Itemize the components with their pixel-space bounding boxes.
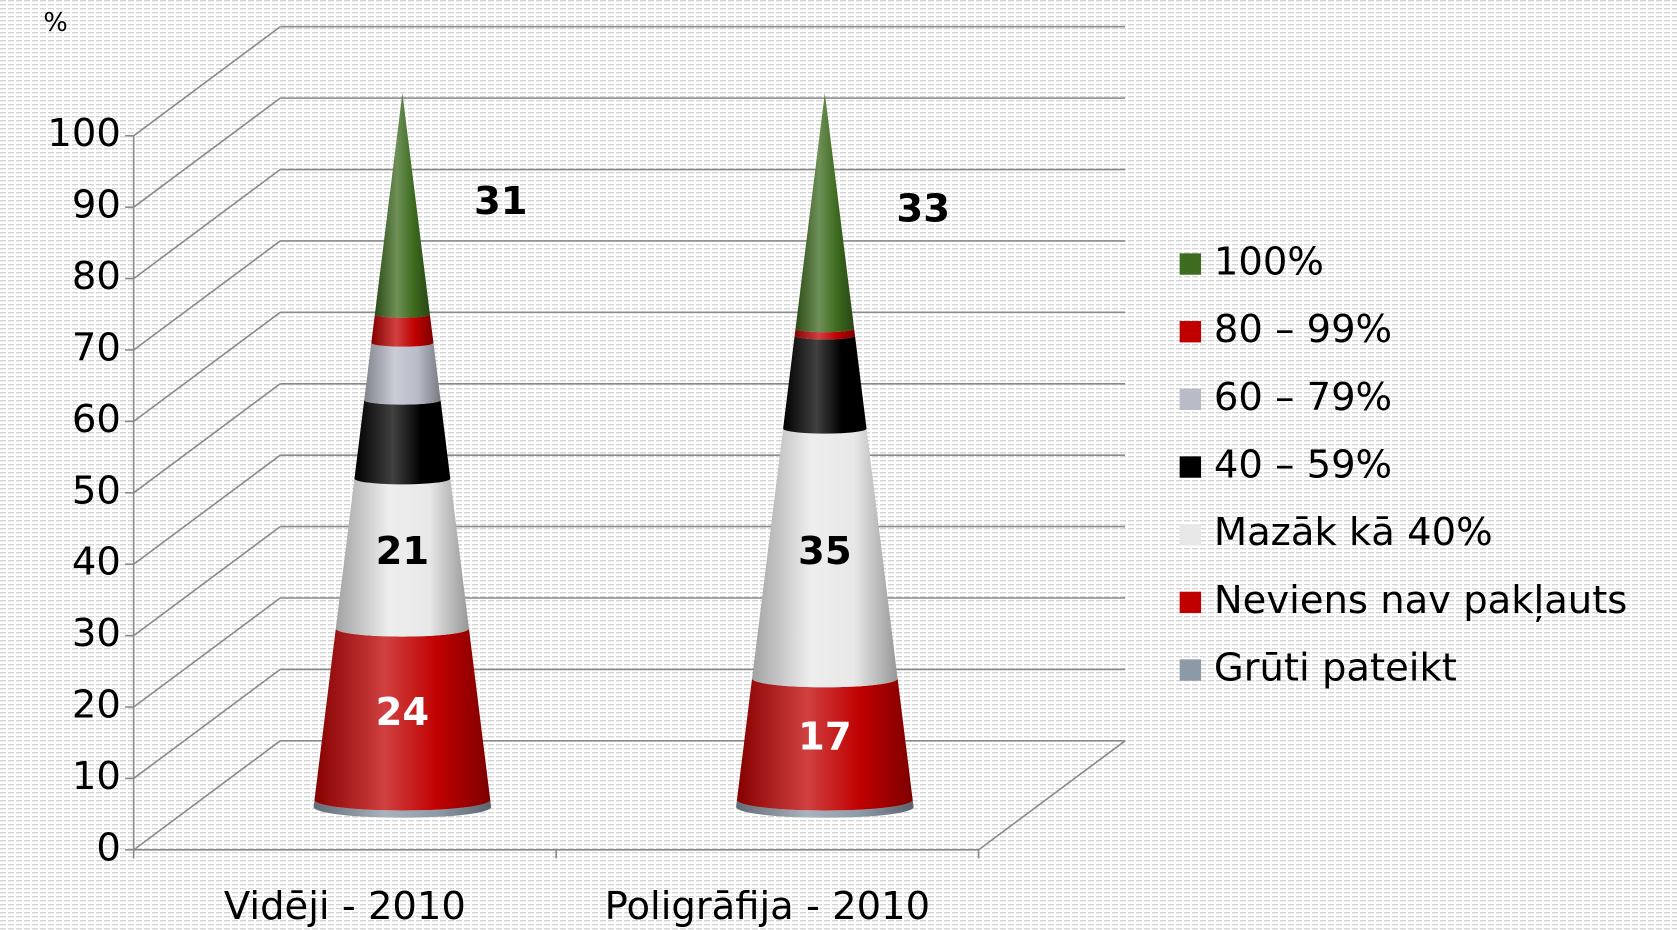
grid-line-side <box>133 525 281 637</box>
y-tick-label: 20 <box>72 683 121 728</box>
grid-line-side <box>133 668 281 780</box>
data-label: 21 <box>376 529 430 574</box>
data-label: 35 <box>798 529 852 574</box>
legend-swatch <box>1179 524 1202 546</box>
cone-segment <box>736 799 914 818</box>
data-label: 17 <box>798 715 852 760</box>
data-label: 31 <box>474 179 528 224</box>
y-tick-label: 70 <box>72 325 121 370</box>
x-tick-label: Poligrāfija - 2010 <box>605 884 930 929</box>
cone-segment <box>783 335 867 434</box>
legend-swatch <box>1179 659 1202 681</box>
cone-segment <box>314 628 491 811</box>
floor-edge <box>978 740 1126 851</box>
legend-swatch <box>1179 456 1202 478</box>
legend-label: Grūti pateikt <box>1214 646 1457 691</box>
cone-segment <box>364 342 441 405</box>
cone-segment <box>335 478 469 637</box>
legend-swatch <box>1179 321 1202 343</box>
plot: % 0 10 20 30 40 50 60 70 80 90 100 Vidēji - 2010 24 2… <box>43 8 1627 929</box>
grid-line-side <box>133 740 281 851</box>
x-tick-label: Vidēji - 2010 <box>224 884 466 929</box>
cone-segment <box>752 428 898 688</box>
grid-line-side <box>133 168 281 280</box>
data-label: 24 <box>376 690 430 735</box>
cone-segment <box>313 799 492 818</box>
legend-swatch <box>1179 253 1202 275</box>
grid-line-side <box>133 597 281 708</box>
legend-label: 60 – 79% <box>1214 375 1392 420</box>
legend-swatch <box>1179 591 1202 614</box>
y-axis-unit: % <box>43 8 67 38</box>
data-label: 33 <box>896 186 950 231</box>
legend-swatch <box>1179 388 1202 411</box>
y-tick-label: 90 <box>72 183 121 228</box>
cone-segment <box>371 314 434 347</box>
grid-line-side <box>133 240 281 351</box>
y-tick-label: 30 <box>72 611 121 656</box>
cone-segment <box>374 93 430 318</box>
grid-line-side <box>133 454 281 565</box>
y-tick-label: 10 <box>72 754 121 799</box>
grid-line-side <box>133 383 281 494</box>
legend-label: Mazāk kā 40% <box>1214 510 1493 555</box>
cone-segment <box>794 328 856 340</box>
legend-label: 40 – 59% <box>1214 443 1392 488</box>
y-tick-label: 80 <box>72 254 121 299</box>
grid-line-side <box>133 26 281 137</box>
legend-label: 80 – 99% <box>1214 307 1392 352</box>
y-tick-label: 0 <box>96 825 121 870</box>
y-tick-label: 50 <box>72 468 121 513</box>
cone-segment <box>736 678 913 811</box>
y-tick-label: 40 <box>72 540 121 585</box>
grid-line-side <box>133 311 281 423</box>
y-tick-label: 60 <box>72 397 121 442</box>
cone-segment <box>795 93 855 333</box>
y-tick-label: 100 <box>47 111 120 156</box>
legend-label: 100% <box>1214 240 1324 285</box>
grid-line-side <box>133 97 281 208</box>
cone-segment <box>354 400 451 485</box>
legend-label: Neviens nav pakļauts <box>1214 578 1627 623</box>
